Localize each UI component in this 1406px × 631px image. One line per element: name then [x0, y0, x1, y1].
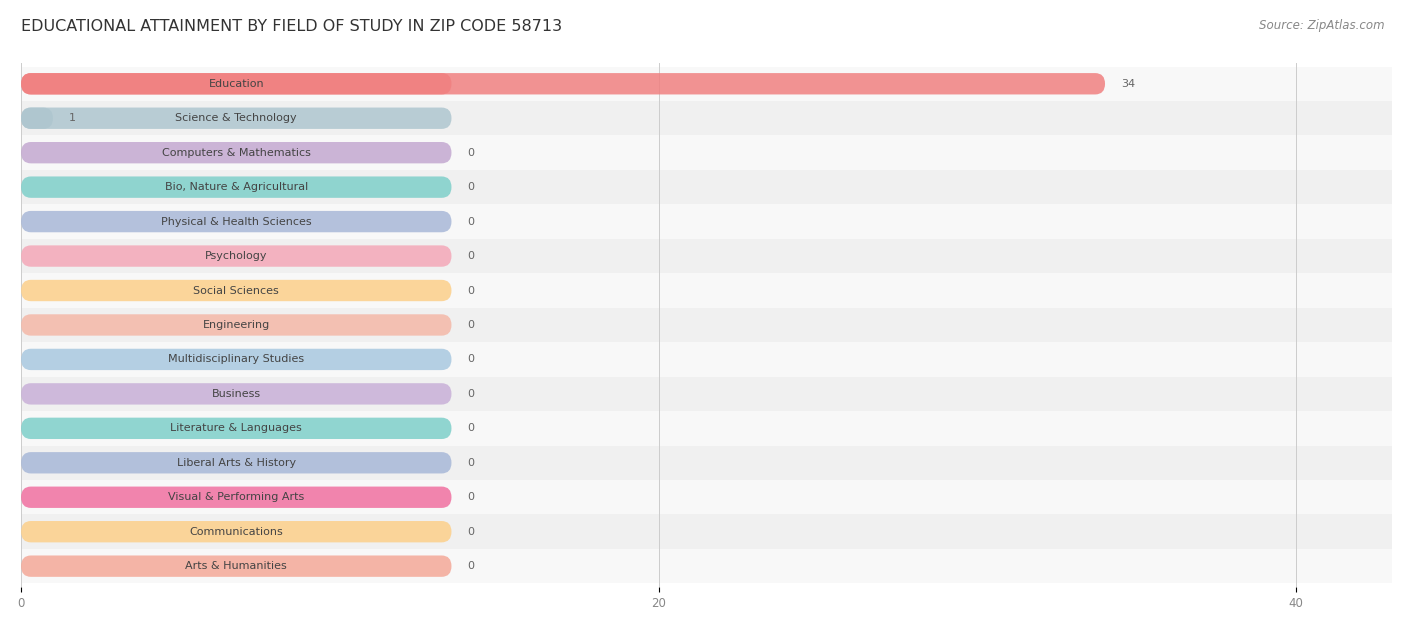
Text: Literature & Languages: Literature & Languages: [170, 423, 302, 433]
FancyBboxPatch shape: [21, 245, 451, 267]
Text: 0: 0: [467, 389, 474, 399]
FancyBboxPatch shape: [21, 280, 451, 301]
FancyBboxPatch shape: [21, 349, 451, 370]
Bar: [21, 66, 1392, 101]
FancyBboxPatch shape: [21, 73, 1105, 95]
Bar: [21, 342, 1392, 377]
Text: Psychology: Psychology: [205, 251, 267, 261]
Text: Computers & Mathematics: Computers & Mathematics: [162, 148, 311, 158]
Text: 0: 0: [467, 423, 474, 433]
Text: Engineering: Engineering: [202, 320, 270, 330]
Text: 0: 0: [467, 561, 474, 571]
Text: Education: Education: [208, 79, 264, 89]
Bar: [21, 549, 1392, 584]
FancyBboxPatch shape: [21, 383, 451, 404]
Text: 1: 1: [69, 113, 76, 123]
Bar: [21, 204, 1392, 239]
FancyBboxPatch shape: [21, 177, 451, 198]
Bar: [21, 445, 1392, 480]
Text: EDUCATIONAL ATTAINMENT BY FIELD OF STUDY IN ZIP CODE 58713: EDUCATIONAL ATTAINMENT BY FIELD OF STUDY…: [21, 19, 562, 34]
Text: 0: 0: [467, 457, 474, 468]
FancyBboxPatch shape: [21, 107, 53, 129]
Bar: [21, 514, 1392, 549]
FancyBboxPatch shape: [21, 487, 451, 508]
Text: 0: 0: [467, 527, 474, 537]
FancyBboxPatch shape: [21, 452, 451, 473]
Text: Physical & Health Sciences: Physical & Health Sciences: [160, 216, 312, 227]
Bar: [21, 101, 1392, 136]
Bar: [21, 273, 1392, 308]
Text: Visual & Performing Arts: Visual & Performing Arts: [169, 492, 305, 502]
FancyBboxPatch shape: [21, 107, 451, 129]
Text: Social Sciences: Social Sciences: [194, 285, 280, 295]
Bar: [21, 136, 1392, 170]
Bar: [21, 480, 1392, 514]
Text: Arts & Humanities: Arts & Humanities: [186, 561, 287, 571]
Text: 0: 0: [467, 285, 474, 295]
Text: Source: ZipAtlas.com: Source: ZipAtlas.com: [1260, 19, 1385, 32]
FancyBboxPatch shape: [21, 142, 451, 163]
Bar: [21, 170, 1392, 204]
FancyBboxPatch shape: [21, 314, 451, 336]
Bar: [21, 377, 1392, 411]
FancyBboxPatch shape: [21, 555, 451, 577]
Bar: [21, 411, 1392, 445]
Bar: [21, 308, 1392, 342]
Text: 0: 0: [467, 148, 474, 158]
Text: 0: 0: [467, 251, 474, 261]
FancyBboxPatch shape: [21, 73, 451, 95]
FancyBboxPatch shape: [21, 521, 451, 543]
Text: Liberal Arts & History: Liberal Arts & History: [177, 457, 295, 468]
Text: 0: 0: [467, 355, 474, 365]
Text: Science & Technology: Science & Technology: [176, 113, 297, 123]
Text: Multidisciplinary Studies: Multidisciplinary Studies: [169, 355, 304, 365]
Text: 0: 0: [467, 216, 474, 227]
Text: Business: Business: [212, 389, 262, 399]
FancyBboxPatch shape: [21, 211, 451, 232]
Bar: [21, 239, 1392, 273]
FancyBboxPatch shape: [21, 418, 451, 439]
Text: 0: 0: [467, 182, 474, 192]
Text: Communications: Communications: [190, 527, 283, 537]
Text: 34: 34: [1121, 79, 1135, 89]
Text: Bio, Nature & Agricultural: Bio, Nature & Agricultural: [165, 182, 308, 192]
Text: 0: 0: [467, 320, 474, 330]
Text: 0: 0: [467, 492, 474, 502]
